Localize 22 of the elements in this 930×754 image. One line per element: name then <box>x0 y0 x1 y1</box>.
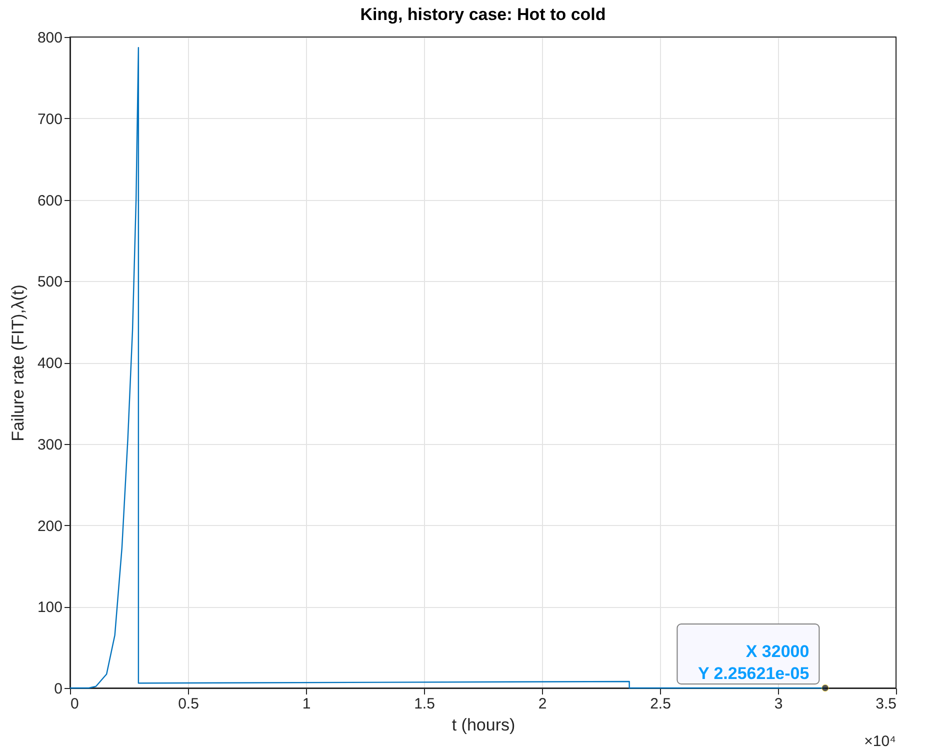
x-tick-label: 2.5 <box>650 696 671 712</box>
x-tick-label: 0.5 <box>178 696 199 712</box>
x-tick-label: 1 <box>302 696 311 712</box>
y-axis-title: Failure rate (FIT),λ(t) <box>8 284 28 442</box>
x-tick-label: 2 <box>538 696 547 712</box>
x-tick-label: 3.5 <box>876 696 896 712</box>
x-axis-title: t (hours) <box>452 716 516 734</box>
y-tick-label: 500 <box>37 274 62 291</box>
y-tick-label: 600 <box>37 192 62 210</box>
text: ×10⁴ <box>864 733 896 750</box>
y-tick-label: 0 <box>54 680 62 698</box>
y-tick-label: 400 <box>37 355 62 372</box>
y-tick-label: 800 <box>37 30 62 46</box>
y-tick-label: 300 <box>37 436 62 454</box>
y-tick-label: 200 <box>37 518 62 535</box>
x-tick-label: 1.5 <box>414 696 435 712</box>
annotation: X 32000 Y 2.25621e-05 <box>698 642 810 683</box>
x-tick-label: 3 <box>774 696 783 712</box>
y-tick-label: 100 <box>37 599 62 616</box>
y-tick-label: 700 <box>37 110 62 128</box>
chart-title: King, history case: Hot to cold <box>360 5 606 24</box>
x-tick-label: 0 <box>70 696 79 712</box>
